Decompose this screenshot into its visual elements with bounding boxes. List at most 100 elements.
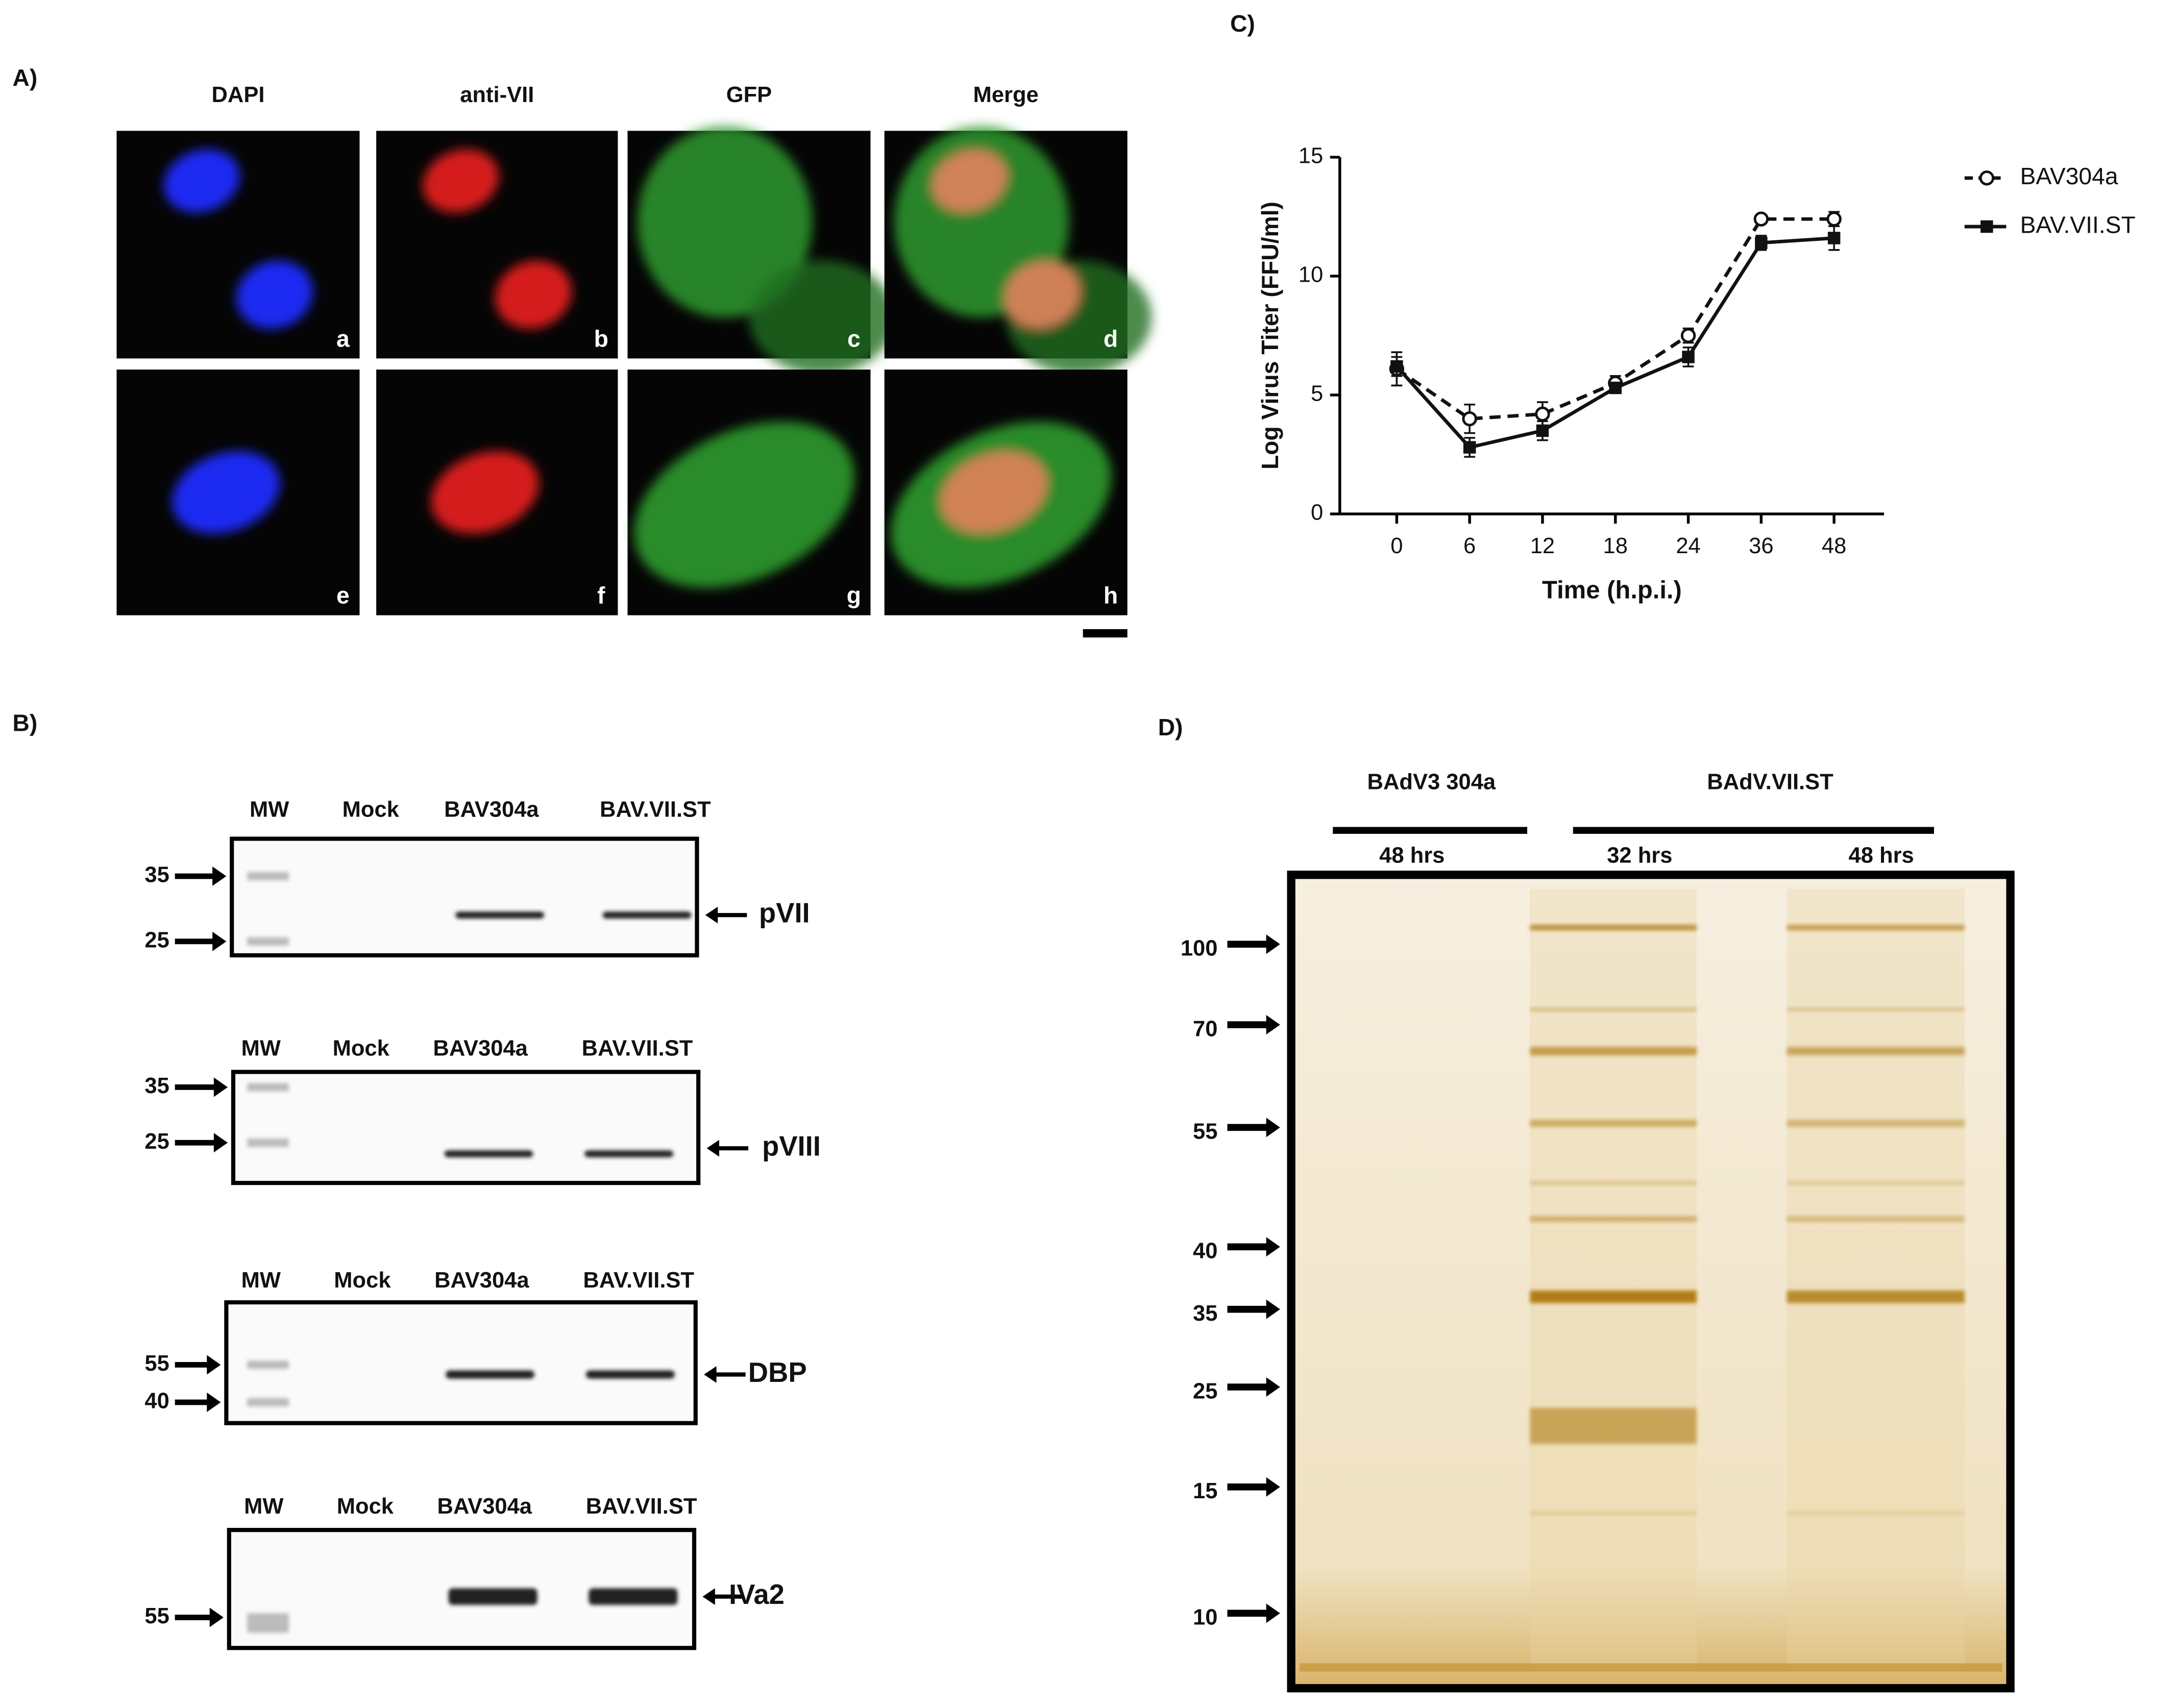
ladder-band [247,1138,289,1147]
label: BAdV.VII.ST [1707,770,1833,794]
gel-band [1530,1407,1697,1444]
gel-band [1530,1181,1697,1185]
cytoplasm [634,422,854,588]
blot [224,1300,698,1425]
gel-band [1530,1216,1697,1222]
x-tick-label: 48 [1822,534,1846,558]
label: 48 hrs [1849,843,1914,868]
label: anti-VII [460,83,534,107]
label: BAV.VII.ST [600,798,711,822]
label: pVII [759,898,810,929]
cells [894,126,1152,375]
ladder-band [247,1613,289,1633]
x-tick-label: 36 [1749,534,1773,558]
gel-band [1787,1216,1965,1222]
label: 25 [144,928,169,952]
legend-label: BAV304a [2020,163,2118,189]
y-tick-label: 15 [1299,144,1323,168]
label: pVIII [762,1131,821,1162]
protein-band [589,1588,678,1605]
marker [1536,424,1549,437]
marker [1755,236,1768,250]
x-tick-label: 24 [1676,534,1700,558]
cytoplasm [749,260,895,375]
arrow-head [1266,1118,1280,1137]
x-tick-label: 12 [1530,534,1555,558]
arrow-head [1266,934,1280,954]
marker [1535,406,1550,422]
cells [172,451,280,534]
label: B) [13,710,38,736]
cells [891,422,1112,588]
label: BAV.VII.ST [583,1268,694,1293]
label: Mock [337,1494,394,1519]
label: 70 [1193,1017,1217,1041]
label: Mock [343,798,400,822]
nucleus [236,260,313,329]
gel-band [1787,1511,1965,1516]
protein-band [444,1150,533,1157]
y-axis-label: Log Virus Titer (FFU/ml) [1257,202,1283,469]
marker [1682,351,1695,363]
label: 40 [144,1389,169,1413]
label: MW [244,1494,284,1519]
arrow-head [1266,1603,1280,1623]
label: DBP [748,1357,807,1388]
label: Time (h.p.i.) [1542,576,1682,604]
nucleus [1004,260,1081,329]
label: D) [1158,714,1183,740]
marker [1980,220,1993,233]
label: MW [241,1036,281,1061]
label: 25 [144,1129,169,1154]
gel-band [1530,1290,1697,1303]
arrow-head [212,931,227,951]
marker [1462,411,1477,427]
arrow-head [1266,1299,1280,1319]
x-tick-label: 18 [1603,534,1628,558]
label: BAV304a [444,798,539,822]
protein-band [448,1588,537,1605]
protein-band [455,911,545,919]
y-tick-label: 0 [1311,501,1323,525]
label: Mock [334,1268,391,1293]
lane [1787,888,1965,1666]
label: Mock [333,1036,390,1061]
nucleus [172,451,280,534]
blot [230,836,699,958]
label: 48 hrs [1379,843,1445,868]
cells [431,451,539,534]
label: 25 [1193,1379,1217,1403]
panel-letter: d [1104,325,1118,352]
label: 100 [1181,936,1218,961]
series-line [1395,236,1834,450]
legend-label: BAV.VII.ST [2020,211,2136,238]
label: 35 [144,1074,169,1098]
dye-front [1299,1663,2002,1672]
blot [231,1070,701,1185]
nucleus [940,451,1048,534]
label: BAV.VII.ST [582,1036,693,1061]
gel-band [1530,1047,1697,1055]
gel-band [1787,1290,1965,1303]
ladder-band [247,872,289,881]
label: A) [13,64,38,91]
x-tick-label: 0 [1390,534,1403,558]
gel-band [1787,1181,1965,1185]
label: Merge [973,83,1039,107]
arrow-head [212,866,227,886]
panel-letter: a [336,325,350,352]
nucleus [931,149,1008,213]
label: 10 [1193,1605,1217,1630]
gel-band [1530,1007,1697,1012]
marker [1979,170,1995,186]
label: 55 [144,1351,169,1376]
cytoplasm [637,126,813,318]
label: IVa2 [729,1579,785,1610]
y-tick-label: 10 [1299,263,1323,287]
label: BAV.VII.ST [586,1494,697,1519]
arrow-head [704,1366,717,1383]
gel-band [1530,1511,1697,1516]
label: MW [241,1268,281,1293]
label: 40 [1193,1239,1217,1264]
marker [1390,360,1403,373]
